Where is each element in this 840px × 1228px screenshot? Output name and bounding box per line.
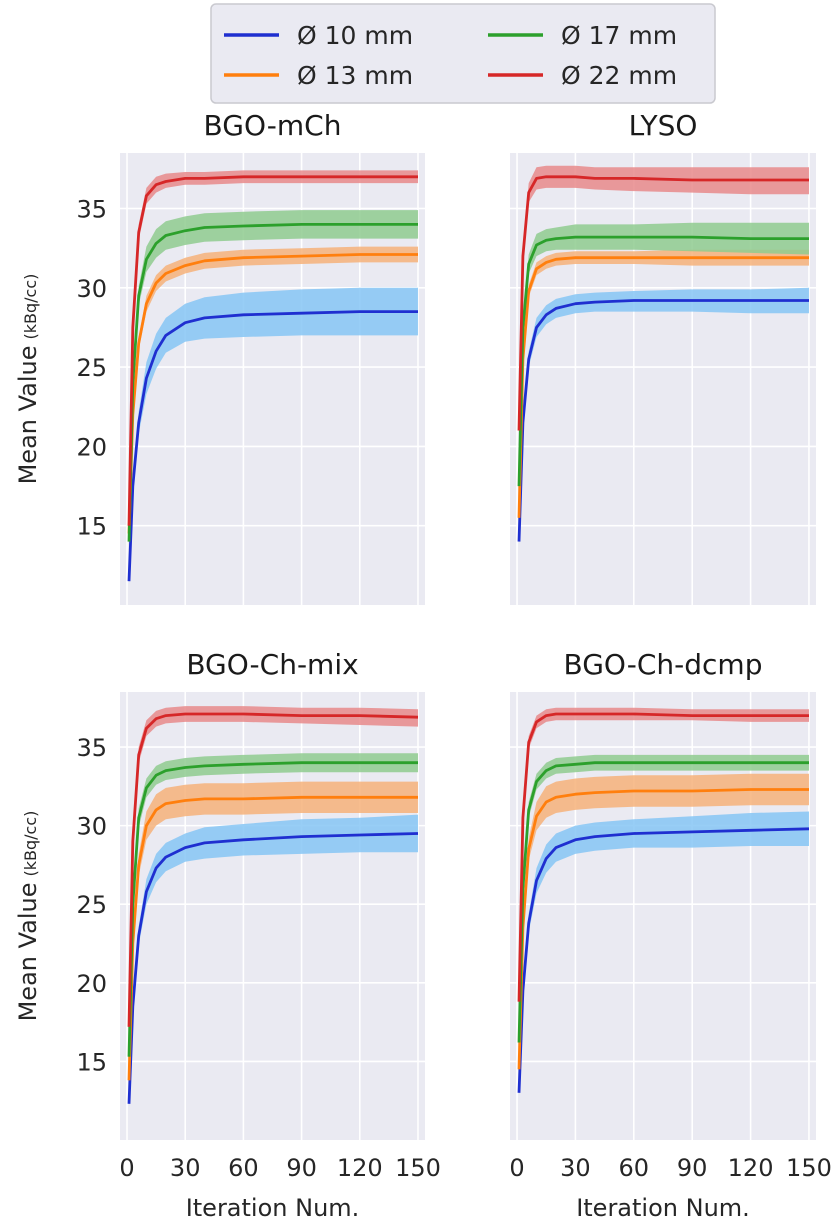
legend-label-d-10-mm: Ø 10 mm xyxy=(297,21,413,50)
y-tick-label: 35 xyxy=(76,734,107,762)
y-tick-label: 20 xyxy=(76,970,107,998)
y-axis-label: Mean Value (kBq/cc) xyxy=(14,811,42,1022)
x-tick-label: 30 xyxy=(170,1154,201,1182)
panel-bgo-ch-mix: BGO-Ch-mix 15 20 25 30 35 Mean Value (kBq/cc) 0 3… xyxy=(14,648,441,1222)
line-d-22-mm xyxy=(127,175,418,526)
panel-title: BGO-mCh xyxy=(204,109,342,142)
x-tick-label: 0 xyxy=(509,1154,524,1182)
line-d-17-mm xyxy=(127,761,418,1057)
x-tick-label: 150 xyxy=(786,1154,832,1182)
line-d-22-mm xyxy=(517,712,809,1002)
panel-bgo-mch: BGO-mCh 15 20 25 30 35 Mean Value (kBq/cc) xyxy=(14,109,425,605)
line-d-13-mm xyxy=(127,795,418,1081)
y-tick-label: 15 xyxy=(76,1048,107,1076)
y-axis-label-unit: (kBq/cc) xyxy=(21,811,40,877)
x-tick-label: 150 xyxy=(395,1154,441,1182)
band-d-13-mm xyxy=(129,781,418,1084)
band-d-13-mm xyxy=(129,246,418,537)
x-tick-label: 60 xyxy=(619,1154,650,1182)
y-tick-label: 30 xyxy=(76,813,107,841)
x-axis-label: Iteration Num. xyxy=(186,1194,360,1222)
line-d-22-mm xyxy=(127,712,419,1027)
y-tick-label: 25 xyxy=(76,354,107,382)
line-d-17-mm xyxy=(517,235,809,487)
panel-bgo-ch-dcmp: BGO-Ch-dcmp 0 30 60 90 120 150 Iteration Num. xyxy=(509,648,831,1222)
line-d-22-mm xyxy=(517,175,809,431)
panel-title: LYSO xyxy=(629,109,698,142)
line-d-10-mm xyxy=(127,832,419,1104)
line-d-17-mm xyxy=(127,222,418,542)
line-d-10-mm xyxy=(517,299,809,542)
x-tick-label: 30 xyxy=(560,1154,591,1182)
legend-label-d-13-mm: Ø 13 mm xyxy=(297,61,413,90)
plot-area xyxy=(510,153,816,605)
legend-frame xyxy=(210,3,716,104)
y-tick-label: 15 xyxy=(76,513,107,541)
band-d-22-mm xyxy=(519,165,809,434)
legend-label-d-22-mm: Ø 22 mm xyxy=(561,61,677,90)
panel-title: BGO-Ch-dcmp xyxy=(564,648,763,681)
band-d-10-mm xyxy=(129,814,418,1107)
y-axis-label-main: Mean Value xyxy=(14,345,42,484)
line-d-13-mm xyxy=(517,256,809,518)
y-axis-label-main: Mean Value xyxy=(14,882,42,1021)
band-d-10-mm xyxy=(519,811,809,1096)
x-tick-label: 120 xyxy=(337,1154,383,1182)
y-axis-label: Mean Value (kBq/cc) xyxy=(14,274,42,485)
x-tick-label: 60 xyxy=(228,1154,259,1182)
legend: Ø 10 mm Ø 13 mm Ø 17 mm Ø 22 mm xyxy=(210,3,716,104)
line-d-10-mm xyxy=(127,310,418,582)
band-d-13-mm xyxy=(519,773,809,1073)
band-d-10-mm xyxy=(129,287,418,585)
panel-lyso: LYSO xyxy=(510,109,816,605)
x-axis-label: Iteration Num. xyxy=(576,1194,750,1222)
x-tick-label: 0 xyxy=(119,1154,134,1182)
panel-title: BGO-Ch-mix xyxy=(186,648,358,681)
y-axis-label-unit: (kBq/cc) xyxy=(21,274,40,340)
line-d-17-mm xyxy=(517,761,809,1043)
x-tick-label: 90 xyxy=(677,1154,708,1182)
line-d-10-mm xyxy=(517,827,810,1093)
y-tick-label: 35 xyxy=(76,196,107,224)
line-d-13-mm xyxy=(517,788,809,1070)
y-tick-label: 25 xyxy=(76,891,107,919)
x-tick-label: 120 xyxy=(728,1154,774,1182)
line-d-13-mm xyxy=(127,253,418,534)
y-tick-label: 30 xyxy=(76,275,107,303)
legend-label-d-17-mm: Ø 17 mm xyxy=(561,21,677,50)
band-d-17-mm xyxy=(519,222,809,490)
y-tick-label: 20 xyxy=(76,433,107,461)
x-tick-label: 90 xyxy=(286,1154,317,1182)
